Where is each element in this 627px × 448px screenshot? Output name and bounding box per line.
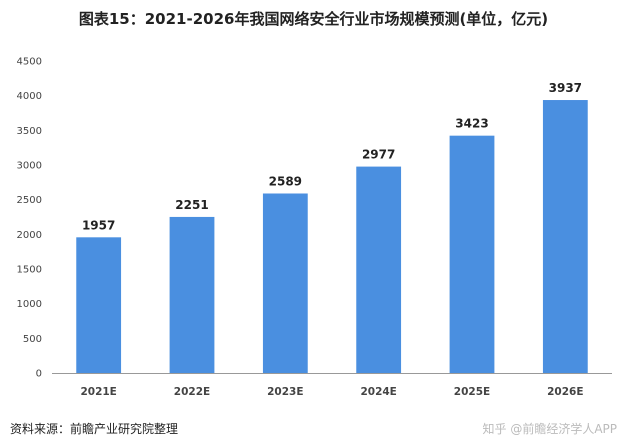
watermark: 知乎 @前瞻经济学人APP [482, 422, 618, 436]
x-tick-label: 2022E [174, 386, 210, 398]
data-label-2024E: 2977 [362, 148, 395, 162]
y-tick-label: 4000 [17, 91, 42, 102]
y-tick-label: 3500 [17, 126, 42, 137]
x-tick-label: 2021E [80, 386, 116, 398]
y-tick-label: 3000 [17, 161, 42, 172]
y-tick-label: 4500 [17, 57, 42, 68]
data-label-2026E: 3937 [549, 81, 582, 95]
y-tick-label: 2000 [17, 230, 42, 241]
y-tick-label: 1500 [17, 265, 42, 276]
bar-2022E [169, 216, 215, 373]
source-note: 资料来源：前瞻产业研究院整理 [10, 422, 179, 436]
bar-2025E [449, 135, 495, 373]
data-label-2022E: 2251 [175, 198, 208, 212]
y-tick-label: 1000 [17, 299, 42, 310]
y-tick-label: 500 [23, 334, 42, 345]
x-tick-label: 2026E [547, 386, 583, 398]
bar-2024E [356, 166, 402, 373]
x-tick-label: 2023E [267, 386, 303, 398]
bars-group [76, 100, 588, 373]
bar-2021E [76, 237, 122, 373]
bar-2023E [262, 193, 308, 373]
x-tick-label: 2025E [454, 386, 490, 398]
y-tick-label: 2500 [17, 195, 42, 206]
data-label-2025E: 3423 [455, 117, 488, 131]
x-axis-ticks: 2021E 2022E 2023E 2024E 2025E 2026E [80, 386, 583, 398]
chart-title: 图表15：2021-2026年我国网络安全行业市场规模预测(单位，亿元) [78, 10, 549, 28]
y-tick-label: 0 [36, 369, 42, 380]
data-labels-group: 1957 2251 2589 2977 3423 3937 [82, 81, 582, 232]
bar-2026E [542, 100, 588, 373]
x-tick-label: 2024E [360, 386, 396, 398]
data-label-2021E: 1957 [82, 218, 115, 232]
y-axis-ticks: 0 500 1000 1500 2000 2500 3000 3500 4000 4500 [17, 57, 42, 380]
data-label-2023E: 2589 [269, 174, 302, 188]
